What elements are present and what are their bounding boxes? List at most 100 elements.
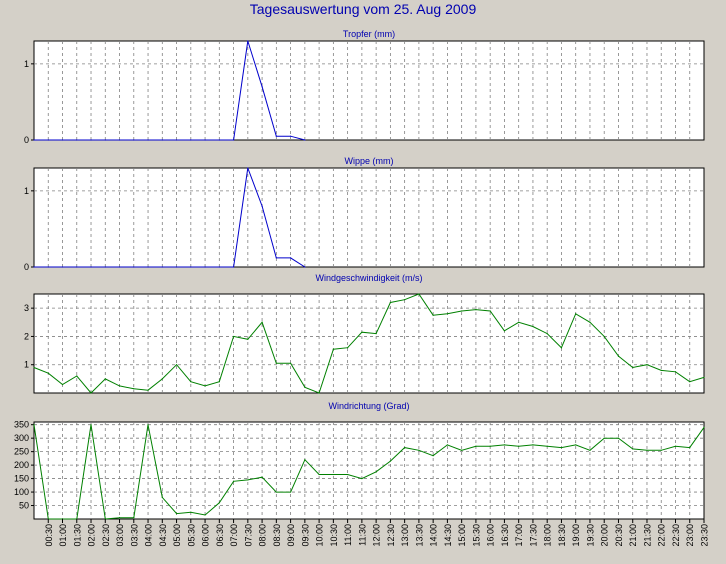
data-point [76, 139, 78, 141]
data-point [489, 310, 491, 312]
x-tick-label: 09:00 [286, 524, 296, 547]
data-point [175, 266, 178, 268]
x-tick-label: 03:00 [115, 524, 125, 547]
data-point [575, 444, 577, 446]
data-point [204, 139, 206, 141]
x-tick-label: 00:30 [44, 524, 54, 547]
data-point [361, 331, 363, 333]
series-line [33, 424, 705, 520]
data-point [161, 378, 163, 380]
x-tick-label: 13:30 [414, 524, 424, 547]
data-point [489, 445, 491, 447]
x-tick-label: 07:30 [243, 524, 253, 547]
data-point [104, 139, 106, 141]
data-point [261, 476, 263, 478]
x-tick-label: 02:30 [101, 524, 111, 547]
data-point [275, 362, 277, 364]
data-point [347, 347, 349, 349]
data-point [575, 313, 577, 315]
data-point [275, 135, 277, 137]
data-point [161, 139, 163, 141]
panel-title: Windrichtung (Grad) [328, 401, 409, 411]
data-point [532, 444, 534, 446]
x-tick-label: 05:00 [172, 524, 182, 547]
chart-panel-2: Wippe (mm) 0 1 [24, 156, 705, 272]
data-point [304, 139, 306, 141]
data-point [133, 388, 135, 390]
data-point [275, 491, 277, 493]
data-point [347, 473, 349, 476]
data-point [475, 445, 477, 447]
y-tick-label: 3 [24, 303, 29, 313]
panel-title: Wippe (mm) [345, 156, 394, 166]
x-tick-label: 11:30 [357, 524, 367, 546]
data-point [204, 266, 206, 268]
data-point [218, 266, 220, 268]
data-point [161, 496, 163, 499]
data-point [304, 386, 306, 388]
data-point [532, 325, 534, 328]
data-point [703, 426, 705, 428]
data-point [261, 86, 263, 88]
data-point [603, 437, 605, 439]
data-point [204, 514, 206, 516]
data-point [33, 139, 35, 141]
data-point [190, 511, 192, 513]
data-point [261, 321, 263, 323]
data-point [361, 477, 363, 480]
data-point [589, 449, 591, 451]
data-point [104, 266, 106, 268]
x-tick-label: 01:00 [58, 524, 68, 547]
data-point [660, 369, 662, 371]
x-tick-label: 09:30 [300, 524, 310, 547]
data-point [546, 445, 548, 447]
data-point [304, 459, 306, 461]
chart-panel-1: Tropfer (mm) 0 1 [24, 29, 705, 145]
data-point [418, 293, 420, 295]
series-line [33, 293, 705, 394]
data-point [204, 385, 206, 387]
data-point [375, 471, 377, 473]
data-point [446, 444, 449, 446]
data-point [375, 333, 377, 335]
y-tick-label: 250 [14, 447, 29, 457]
data-point [289, 362, 292, 364]
data-point [332, 473, 334, 476]
data-point [76, 375, 78, 377]
data-point [104, 378, 106, 380]
x-tick-label: 10:30 [329, 524, 339, 547]
panel-title: Windgeschwindigkeit (m/s) [315, 273, 422, 283]
data-point [190, 381, 192, 383]
data-point [560, 347, 563, 349]
x-tick-label: 06:00 [201, 524, 211, 547]
data-point [133, 266, 135, 268]
x-axis: 00:30 01:00 01:30 02:00 02:30 03:00 03:30 04:00… [44, 519, 710, 547]
data-point [617, 437, 620, 439]
data-point [133, 517, 135, 519]
data-point [161, 266, 163, 268]
data-point [475, 308, 477, 311]
data-point [674, 445, 677, 447]
data-point [247, 40, 249, 42]
x-tick-label: 23:30 [700, 524, 710, 547]
data-point [289, 491, 292, 493]
data-point [147, 266, 149, 268]
x-tick-label: 06:30 [215, 524, 225, 547]
x-tick-label: 05:30 [186, 524, 196, 547]
data-point [503, 330, 506, 332]
data-point [190, 139, 192, 141]
y-tick-label: 0 [24, 262, 29, 272]
data-point [332, 348, 334, 350]
y-tick-label: 1 [24, 186, 29, 196]
data-point [218, 502, 220, 504]
data-point [232, 139, 235, 141]
data-point [175, 139, 178, 141]
data-point [518, 321, 520, 323]
data-point [47, 266, 49, 268]
x-tick-label: 19:00 [571, 524, 581, 547]
y-tick-label: 350 [14, 420, 29, 430]
data-point [190, 266, 192, 268]
data-point [418, 449, 420, 451]
x-tick-label: 13:00 [400, 524, 410, 547]
x-tick-label: 11:00 [343, 524, 353, 546]
